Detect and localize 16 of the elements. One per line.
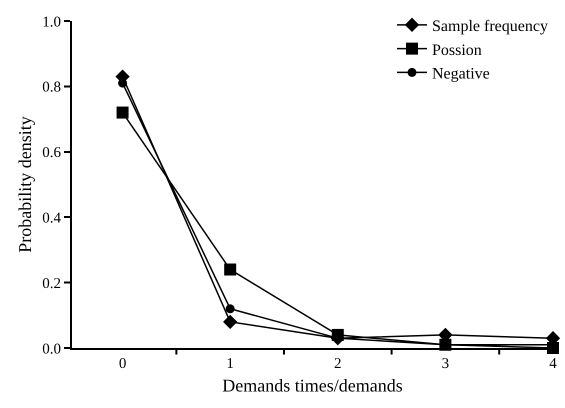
x-tick-label: 2 [334, 356, 342, 372]
y-axis-title: Probability density [14, 116, 35, 253]
y-tick-label: 0.0 [42, 341, 61, 358]
legend-label: Sample frequency [432, 18, 548, 36]
x-tick-label: 1 [226, 356, 234, 372]
x-tick-label: 0 [118, 356, 126, 372]
y-tick-label: 0.4 [42, 210, 62, 226]
x-tick-label: 3 [442, 356, 450, 372]
legend-label: Negative [432, 66, 490, 83]
y-tick-label: 0.8 [42, 80, 61, 96]
y-tick-label: 1.0 [42, 14, 61, 30]
y-tick-label: 0.2 [42, 276, 61, 292]
y-tick-label: 0.6 [42, 145, 62, 162]
x-tick-label: 4 [549, 356, 558, 372]
x-axis-title: Demands times/demands [222, 376, 403, 396]
legend-label: Possion [432, 42, 482, 59]
